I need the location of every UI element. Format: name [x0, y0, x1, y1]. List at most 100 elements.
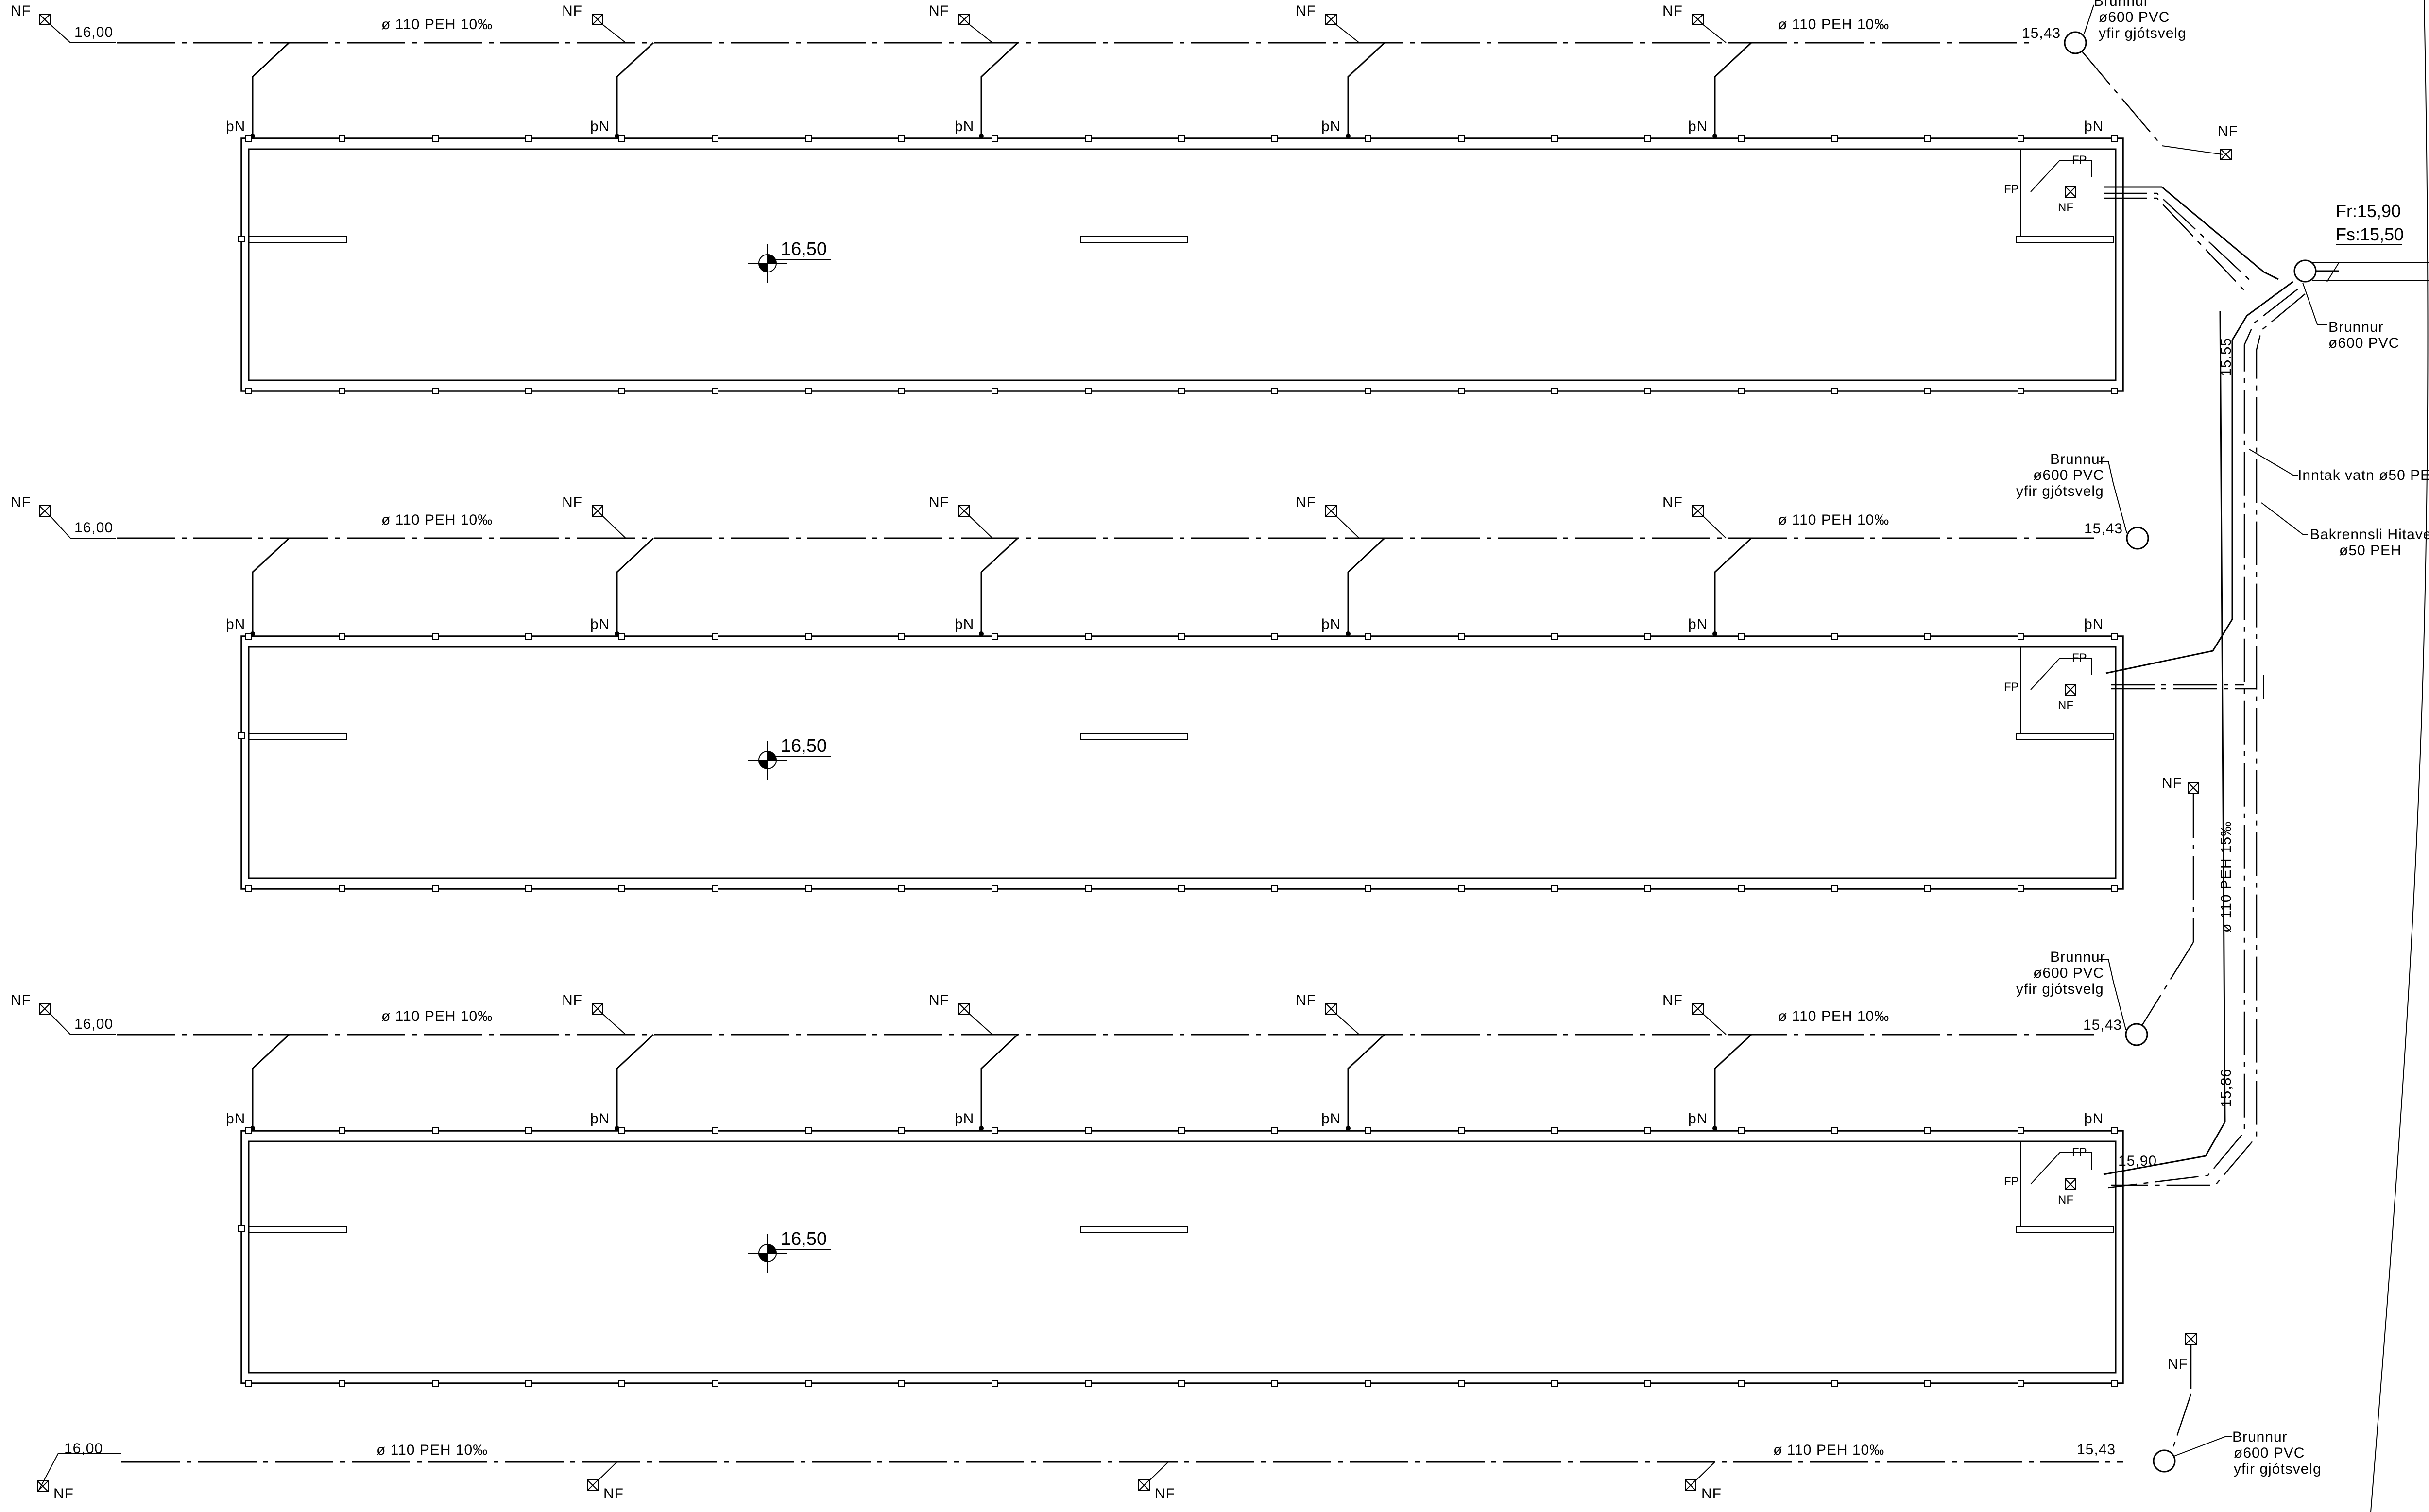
wall-post [992, 388, 998, 394]
manhole-elevation-label: 15,43 [2077, 1442, 2116, 1458]
downspout-dot [979, 1126, 984, 1131]
leader-line [2249, 449, 2298, 476]
manhole-label: yfir gjótsvelg [2016, 981, 2104, 997]
floor-elevation-label: 16,50 [781, 736, 827, 756]
manhole-label: ø600 PVC [2033, 467, 2104, 483]
riser-pipe-spec-label: ø 110 PEH 15‰ [2218, 821, 2234, 933]
partition-wall [2016, 733, 2114, 740]
floor-drain-label: NF [2168, 1356, 2188, 1372]
wall-post [618, 1380, 625, 1387]
wall-post [1085, 388, 1092, 394]
wall-post [238, 732, 245, 739]
wall-post [992, 885, 998, 892]
wall-post [1178, 885, 1185, 892]
manhole-icon [2064, 31, 2087, 54]
wall-post [805, 388, 812, 394]
wall-post [712, 885, 718, 892]
floor-drain-cross [39, 505, 51, 517]
water-intake-label: Inntak vatn ø50 PEH [2298, 467, 2429, 483]
elevation-marker-fill [759, 1253, 768, 1262]
wall-post [618, 885, 625, 892]
wall-post [2111, 1127, 2118, 1134]
floor-drain-label: NF [1701, 1486, 1722, 1502]
wall-post [1178, 388, 1185, 394]
utility-layer [2064, 0, 2429, 1512]
wall-post [1644, 388, 1651, 394]
branch-pipe [1714, 537, 1752, 634]
floor-drain-icon [2065, 684, 2076, 696]
floor-drain-cross [958, 14, 970, 25]
wall-post [1551, 1127, 1558, 1134]
floor-drain-link [1336, 1014, 1360, 1035]
wall-post [1551, 388, 1558, 394]
floor-drain-link [1149, 1461, 1169, 1481]
manhole-icon [2126, 527, 2149, 550]
branch-pipe [616, 1034, 654, 1128]
floor-drain-link [602, 24, 626, 43]
wall-post [1458, 388, 1465, 394]
floor-drain-box [1692, 505, 1704, 517]
wall-post [1271, 633, 1278, 640]
branch-pipe [1347, 42, 1386, 136]
downspout-label: þN [590, 616, 610, 632]
utility-pipe [2030, 658, 2092, 690]
manhole-label: yfir gjótsvelg [2234, 1461, 2322, 1477]
floor-drain-cross [587, 1479, 599, 1491]
wall-post [1831, 633, 1838, 640]
wall-post [1178, 1380, 1185, 1387]
wall-post [712, 633, 718, 640]
wall-post [898, 135, 905, 142]
floor-drain-link [598, 1461, 617, 1481]
manhole-elevation-label: 15,43 [2022, 25, 2061, 41]
floor-drain-box [1692, 1003, 1704, 1015]
wall-post [1458, 885, 1465, 892]
wall-post [1738, 388, 1745, 394]
branch-pipe [252, 1034, 290, 1128]
fp-label: FP [2004, 183, 2019, 196]
floor-drain-cross [958, 505, 970, 517]
floor-drain-icon [39, 14, 51, 25]
floor-drain-box [592, 14, 603, 25]
wall-post [1365, 1380, 1371, 1387]
annotation-layer: NF 16,00 ø 110 PEH 10‰ ø 110 PEH 10‰ NF NF NF N… [11, 0, 2429, 1502]
branch-pipe [1714, 1034, 1752, 1128]
floor-drain-box [37, 1480, 49, 1492]
fp-label: FP [2072, 651, 2087, 664]
pipe-spec-label: ø 110 PEH 10‰ [1778, 512, 1889, 528]
wall-post [618, 633, 625, 640]
floor-drain-label: NF [2058, 201, 2073, 214]
wall-post [339, 135, 345, 142]
wall-post [525, 633, 532, 640]
downspout-label: þN [590, 119, 610, 135]
floor-drain-label: NF [2218, 123, 2238, 139]
floor-drain-label: NF [929, 992, 949, 1008]
pipe-spec-label: ø 110 PEH 10‰ [1778, 1008, 1889, 1024]
floor-drain-label: NF [1296, 992, 1316, 1008]
wall-post [1085, 1127, 1092, 1134]
floor-drain-cross [39, 14, 51, 25]
wall-post [1085, 135, 1092, 142]
wall-post [1831, 1380, 1838, 1387]
drain-pipe [2081, 51, 2162, 146]
branch-pipe [252, 537, 290, 634]
branch-pipe [980, 537, 1019, 634]
branch-pipe [1347, 537, 1386, 634]
partition-wall [1080, 236, 1188, 243]
riser-elevation-label: 15,86 [2218, 1069, 2234, 1107]
floor-drain-link [969, 516, 993, 539]
wall-post [1365, 885, 1371, 892]
wall-post [1738, 135, 1745, 142]
wall-post [1924, 388, 1931, 394]
wall-post [2111, 1380, 2118, 1387]
hot-water-line [2111, 293, 2306, 1186]
downspout-label: þN [1321, 616, 1341, 632]
wall-post [1365, 388, 1371, 394]
floor-drain-cross [1685, 1479, 1696, 1491]
water-line [2104, 192, 2255, 285]
floor-drain-cross [958, 1003, 970, 1015]
downspout-dot [1712, 631, 1717, 636]
floor-drain-cross [1325, 1003, 1337, 1015]
floor-drain-cross [592, 505, 603, 517]
floor-drain-icon [39, 1003, 51, 1015]
